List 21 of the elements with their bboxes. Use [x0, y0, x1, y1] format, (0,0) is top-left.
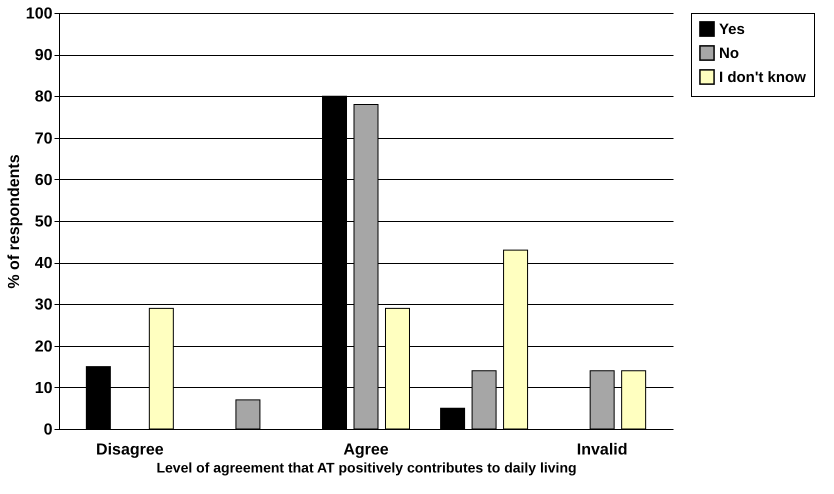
- y-tick-label: 10: [34, 380, 53, 397]
- x-axis-title: Level of agreement that AT positively contributes to daily living: [156, 460, 577, 476]
- bar: [235, 399, 260, 430]
- y-tick-label: 80: [34, 88, 53, 106]
- legend-label: Yes: [719, 21, 745, 38]
- y-tick-label: 0: [44, 422, 53, 438]
- y-axis-title: % of respondents: [6, 154, 23, 289]
- y-tick-label: 50: [34, 214, 53, 230]
- y-tick-label: 60: [34, 172, 53, 189]
- y-tick-label: 30: [34, 296, 53, 314]
- x-tick-label: Disagree: [96, 442, 164, 458]
- bar: [440, 408, 466, 430]
- y-tick-label: 90: [34, 47, 53, 64]
- y-tick-label: 100: [26, 6, 53, 22]
- legend-label: No: [719, 45, 739, 62]
- legend-label: I don't know: [719, 69, 806, 86]
- y-tick-label: 40: [34, 255, 53, 272]
- y-tick-label: 70: [34, 130, 53, 148]
- x-tick-label: Invalid: [576, 442, 628, 458]
- y-tick-label: 20: [34, 338, 53, 356]
- x-tick-label: Agree: [343, 442, 389, 458]
